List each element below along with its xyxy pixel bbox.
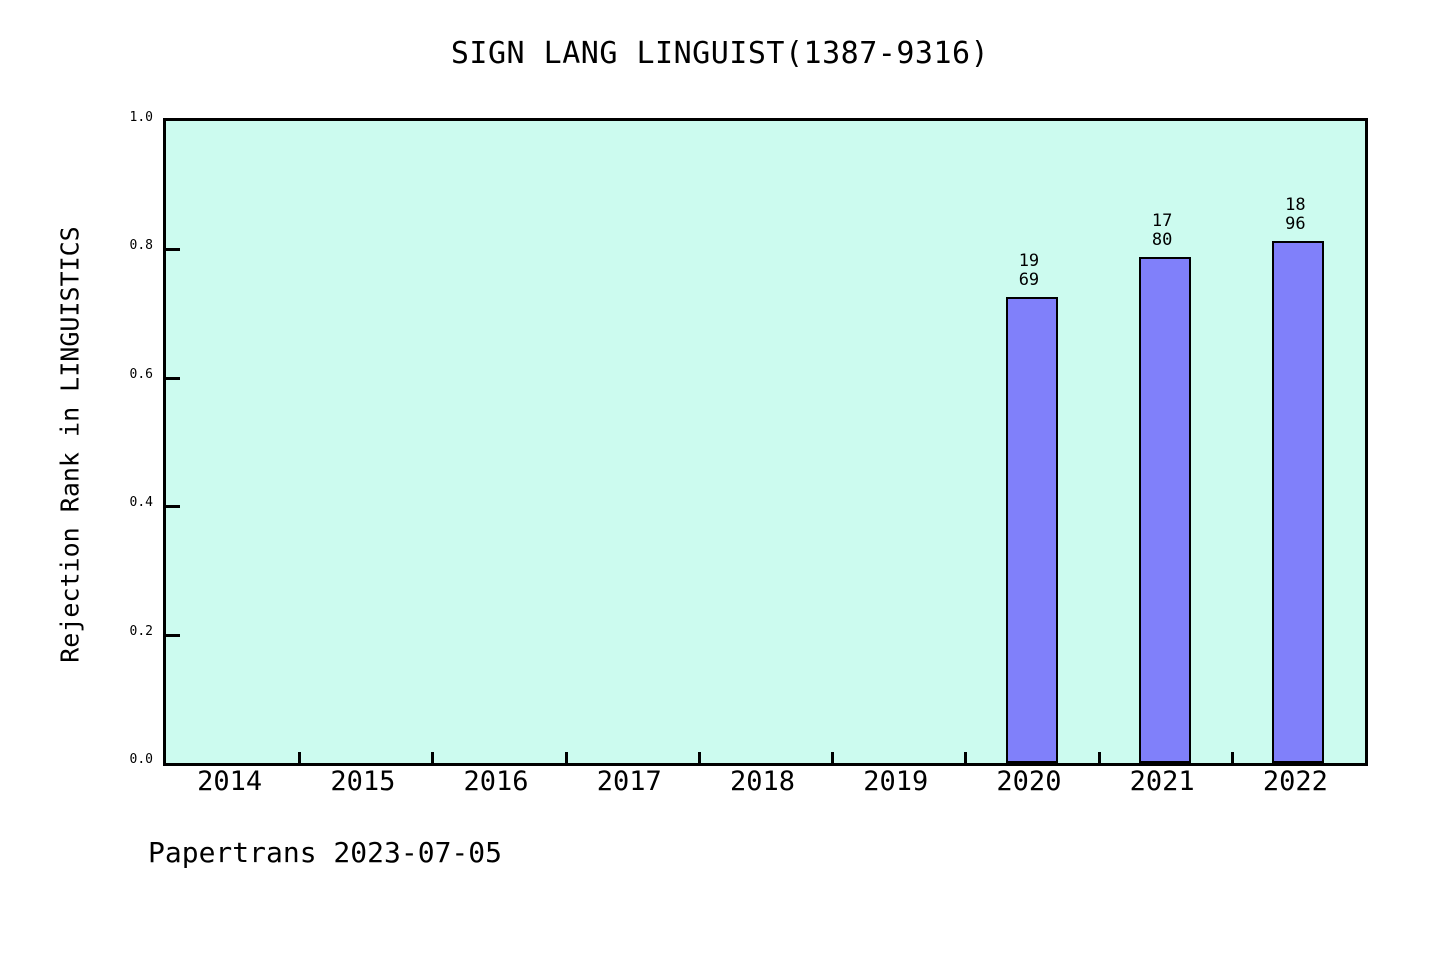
y-axis-tick-label: 0.2 — [129, 623, 153, 639]
y-axis-label: Rejection Rank in LINGUISTICS — [55, 226, 85, 663]
y-axis-tick-mark — [166, 505, 180, 509]
x-axis-tick-label: 2014 — [197, 766, 263, 797]
bar-value-label-line: 80 — [1151, 229, 1173, 250]
x-axis-tick-mark — [564, 752, 568, 763]
plot-inner — [166, 121, 1365, 763]
bar-value-label: 17 80 — [1102, 210, 1222, 250]
x-axis-tick-label: 2020 — [996, 766, 1062, 797]
chart-title: SIGN LANG LINGUIST(1387-9316) — [450, 36, 990, 71]
x-axis-tick-mark — [697, 752, 701, 763]
x-axis-tick-label: 2021 — [1129, 766, 1195, 797]
bar-value-label: 19 69 — [969, 252, 1089, 290]
footer-caption: Papertrans 2023-07-05 — [148, 836, 503, 869]
x-axis-tick-label: 2019 — [863, 766, 929, 797]
x-axis-tick-mark — [964, 752, 968, 763]
bar — [1139, 256, 1192, 763]
bar — [1005, 297, 1058, 763]
x-axis-tick-mark — [298, 752, 302, 763]
y-axis-tick-label: 0.8 — [129, 238, 153, 254]
bar-value-label-line: 17 — [1151, 210, 1173, 231]
bar-value-label-line: 96 — [1285, 213, 1306, 234]
y-axis-tick-label: 0.4 — [129, 495, 153, 511]
plot-area — [163, 118, 1368, 766]
x-axis-tick-mark — [431, 752, 435, 763]
y-axis-label-container: Rejection Rank in LINGUISTICS — [0, 0, 120, 960]
x-axis-tick-mark — [1097, 752, 1101, 763]
bar-value-label-line: 19 — [1018, 251, 1040, 272]
y-axis-tick-mark — [166, 248, 180, 252]
y-axis-tick-label: 1.0 — [129, 110, 153, 125]
x-axis-tick-label: 2022 — [1262, 766, 1328, 797]
bar-value-label: 18 96 — [1235, 194, 1355, 234]
x-axis-tick-label: 2017 — [596, 766, 662, 797]
x-axis-tick-label: 2018 — [729, 766, 796, 797]
x-axis-tick-label: 2016 — [463, 766, 529, 797]
bar — [1272, 240, 1325, 763]
y-axis-tick-label: 0.6 — [129, 366, 153, 382]
x-axis-tick-label: 2015 — [330, 766, 396, 797]
y-axis-tick-label: 0.0 — [129, 752, 153, 767]
bar-value-label-line: 18 — [1285, 194, 1306, 215]
bar-value-label-line: 69 — [1018, 270, 1040, 291]
x-axis-tick-mark — [1230, 752, 1234, 763]
x-axis-tick-mark — [831, 752, 835, 763]
y-axis-tick-mark — [166, 376, 180, 380]
y-axis-tick-mark — [166, 633, 180, 637]
